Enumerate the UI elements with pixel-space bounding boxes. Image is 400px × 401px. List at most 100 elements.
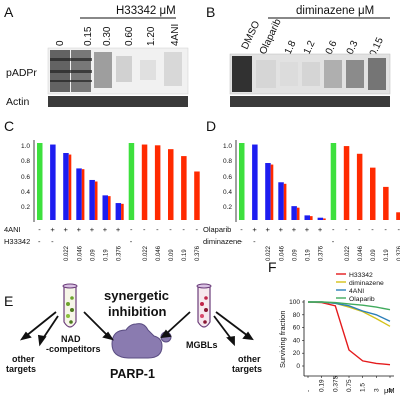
lane-a-5: 4ANI	[170, 24, 181, 46]
bar-c-2	[63, 153, 69, 220]
row1-mark-d-4: +	[292, 225, 297, 234]
legend-label-4ani: 4ANI	[349, 288, 364, 295]
panel-f-x-unit: μM	[384, 386, 395, 395]
panel-c-ytick-2: 0.6	[21, 174, 30, 181]
legend-label-h33342: H33342	[349, 272, 373, 279]
panel-d-row1-label: Olaparib	[203, 225, 231, 234]
row2-mark-c-12: 0.376	[195, 245, 201, 261]
bar-overlay-c-4	[94, 181, 98, 220]
panel-a-blot-smears	[50, 50, 182, 92]
row1-mark-c-7: -	[130, 225, 133, 234]
bar-overlay-d-2	[270, 164, 274, 220]
panel-d-ytick-4: 1.0	[223, 143, 232, 150]
panel-d-markers: --+-+0.022+0.046+0.09+0.19+0.376---0.022…	[240, 225, 400, 261]
row1-mark-c-6: +	[116, 225, 121, 234]
panel-label-f: F	[268, 259, 277, 275]
bar-overlay-c-6	[121, 203, 124, 220]
xtick-label-f-3: 0.75	[346, 379, 353, 392]
panel-a-group-label: H33342 μM	[116, 5, 176, 17]
row1-mark-d-12: -	[397, 225, 400, 234]
lane-a-3: 0.60	[124, 26, 135, 46]
bar-c-4	[89, 179, 95, 220]
bar-c-3	[76, 168, 82, 220]
row1-mark-c-8: -	[143, 225, 146, 234]
panel-b-group-label: diminazene μM	[296, 5, 374, 17]
panel-c-markers: --+-+0.022+0.046+0.09+0.19+0.376---0.022…	[38, 225, 201, 261]
bar-overlay-d-3	[283, 183, 287, 220]
row1-mark-c-4: +	[90, 225, 95, 234]
row2-mark-c-4: 0.09	[90, 249, 96, 261]
panel-label-e: E	[4, 293, 13, 309]
panel-f-ylabel: Surviving fraction	[278, 310, 287, 368]
bar-c-0	[37, 143, 43, 220]
lane-a-4: 1.20	[146, 26, 157, 46]
bar-d-6	[317, 217, 324, 220]
row2-mark-c-2: 0.022	[64, 245, 70, 261]
bar-d-1	[252, 144, 258, 220]
panel-label-b: B	[206, 4, 215, 20]
panel-c-row1-label: 4ANI	[4, 225, 21, 234]
panel-b-blot-smears	[232, 56, 386, 92]
row1-mark-c-2: +	[64, 225, 69, 234]
panel-d-ytick-2: 0.6	[223, 174, 232, 181]
legend-label-diminazene: diminazene	[349, 280, 384, 287]
panel-e-other-left-line2: targets	[6, 364, 36, 374]
bar-overlay-c-2	[68, 154, 72, 220]
bar-c-10	[168, 149, 174, 220]
row2-mark-c-9: 0.046	[156, 245, 162, 261]
bar-c-7	[128, 143, 135, 220]
row2-mark-d-2: 0.022	[266, 245, 272, 261]
panel-c: C 0.2 0.4 0.6 0.8 1.0 4ANI H33342 --+-+0…	[4, 118, 201, 261]
row2-mark-d-10: 0.09	[371, 249, 377, 261]
bar-c-11	[181, 156, 187, 220]
xtick-label-f-6: 6	[387, 388, 394, 392]
xtick-label-f-0: -	[305, 390, 312, 392]
bar-d-0	[239, 143, 245, 220]
panel-c-ytick-3: 0.8	[21, 158, 30, 165]
row1-mark-c-3: +	[77, 225, 82, 234]
row2-mark-d-6: 0.376	[319, 245, 325, 261]
series-line-h33342	[307, 301, 391, 366]
row2-mark-c-3: 0.046	[77, 245, 83, 261]
row1-mark-d-0: -	[240, 225, 243, 234]
bar-d-11	[383, 186, 389, 220]
row1-mark-d-11: -	[384, 225, 387, 234]
panel-e-left-label-line2: -competitors	[46, 344, 101, 354]
ytick-label-f-1: 20	[293, 350, 301, 357]
panel-e-other-left-line1: other	[12, 354, 35, 364]
row2-mark-d-0: -	[240, 237, 243, 246]
bar-d-7	[330, 143, 337, 220]
bar-d-9	[356, 153, 363, 220]
panel-a-actin-band	[48, 96, 188, 107]
row1-mark-d-9: -	[358, 225, 361, 234]
lane-a-0: 0	[55, 40, 66, 46]
panel-e: E synergetic inhibition NAD -competitors…	[4, 283, 262, 381]
ytick-label-f-2: 40	[293, 337, 301, 344]
row1-mark-d-1: +	[252, 225, 257, 234]
panel-f-yticks: 0 20 40 60 80 100	[289, 299, 304, 370]
row2-mark-d-7: -	[332, 237, 335, 246]
xtick-label-f-1: 0.19	[319, 379, 326, 392]
panel-c-ytick-4: 1.0	[21, 143, 30, 150]
panel-c-row2-label: H33342	[4, 237, 30, 246]
bar-overlay-d-4	[296, 207, 300, 220]
bar-c-6	[115, 203, 122, 220]
series-line-olaparib	[308, 301, 391, 311]
bar-c-12	[194, 171, 200, 220]
panel-f-legend: H33342 diminazene 4ANI Olaparib	[336, 272, 384, 303]
bar-c-5	[102, 195, 108, 220]
row2-mark-d-3: 0.046	[279, 245, 285, 261]
lane-b-5: 0.3	[345, 39, 361, 57]
row1-mark-d-10: -	[371, 225, 374, 234]
panel-e-center-label: PARP-1	[110, 367, 155, 381]
row-label-actin: Actin	[6, 96, 30, 108]
row1-mark-c-1: +	[50, 225, 55, 234]
row2-mark-d-1: -	[253, 237, 256, 246]
panel-d-row2-label: diminazene	[203, 237, 241, 246]
panel-d-bars	[239, 143, 400, 220]
row2-mark-c-8: 0.022	[143, 245, 149, 261]
row2-mark-c-6: 0.376	[117, 245, 123, 261]
bar-d-8	[343, 146, 350, 220]
bar-overlay-c-3	[81, 169, 85, 220]
